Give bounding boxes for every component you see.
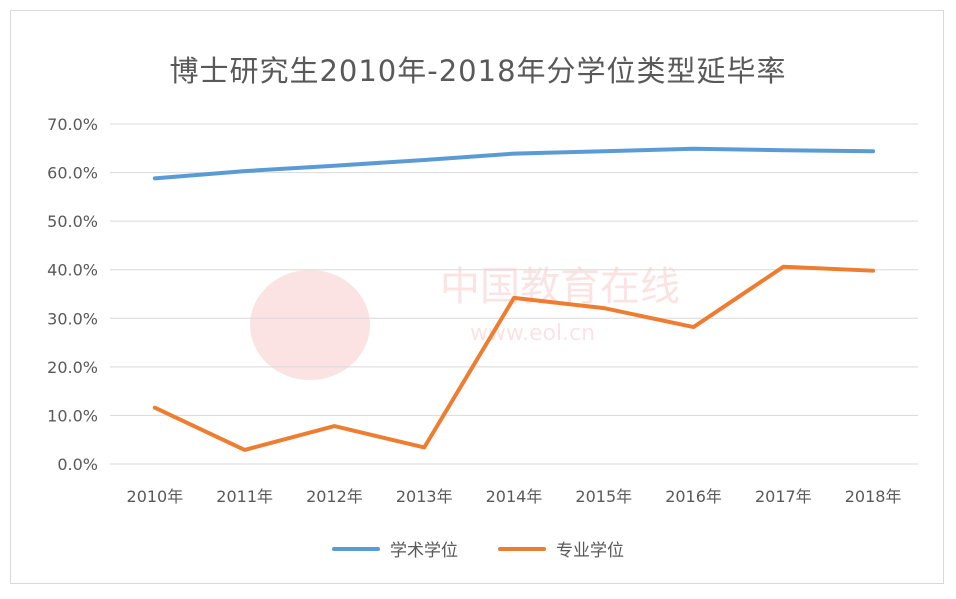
x-tick-label: 2016年 [665, 487, 722, 506]
x-axis-ticks: 2010年 2011年 2012年 2013年 2014年 2015年 2016年 2017年… [127, 487, 902, 506]
chart-title: 博士研究生2010年-2018年分学位类型延毕率 [169, 54, 787, 88]
y-tick-label: 70.0% [47, 115, 98, 134]
legend-label-academic: 学术学位 [390, 541, 458, 561]
series-line-0 [152, 146, 876, 181]
y-tick-label: 10.0% [47, 406, 98, 425]
y-tick-label: 40.0% [47, 261, 98, 280]
y-axis-ticks: 0.0% 10.0% 20.0% 30.0% 40.0% 50.0% 60.0% 70.0% [47, 115, 98, 474]
x-tick-label: 2011年 [216, 487, 273, 506]
y-tick-label: 50.0% [47, 212, 98, 231]
legend-swatch-professional [498, 546, 546, 551]
x-tick-label: 2010年 [127, 487, 184, 506]
grid-lines [110, 123, 918, 465]
legend-item-academic: 学术学位 [332, 536, 458, 561]
y-tick-label: 20.0% [47, 358, 98, 377]
legend-label-professional: 专业学位 [556, 541, 624, 561]
legend-swatch-academic [332, 546, 380, 551]
y-tick-label: 60.0% [47, 164, 98, 183]
chart-frame [10, 10, 944, 584]
x-tick-label: 2012年 [306, 487, 363, 506]
y-tick-label: 30.0% [47, 309, 98, 328]
x-tick-label: 2015年 [575, 487, 632, 506]
legend: 学术学位 专业学位 [0, 536, 956, 561]
x-tick-label: 2013年 [396, 487, 453, 506]
legend-item-professional: 专业学位 [498, 536, 624, 561]
x-tick-label: 2018年 [845, 487, 902, 506]
series-lines [152, 146, 876, 452]
x-tick-label: 2017年 [755, 487, 812, 506]
x-tick-label: 2014年 [486, 487, 543, 506]
series-line-1 [152, 264, 876, 452]
y-tick-label: 0.0% [57, 455, 98, 474]
watermark-logo-mark [250, 270, 370, 380]
